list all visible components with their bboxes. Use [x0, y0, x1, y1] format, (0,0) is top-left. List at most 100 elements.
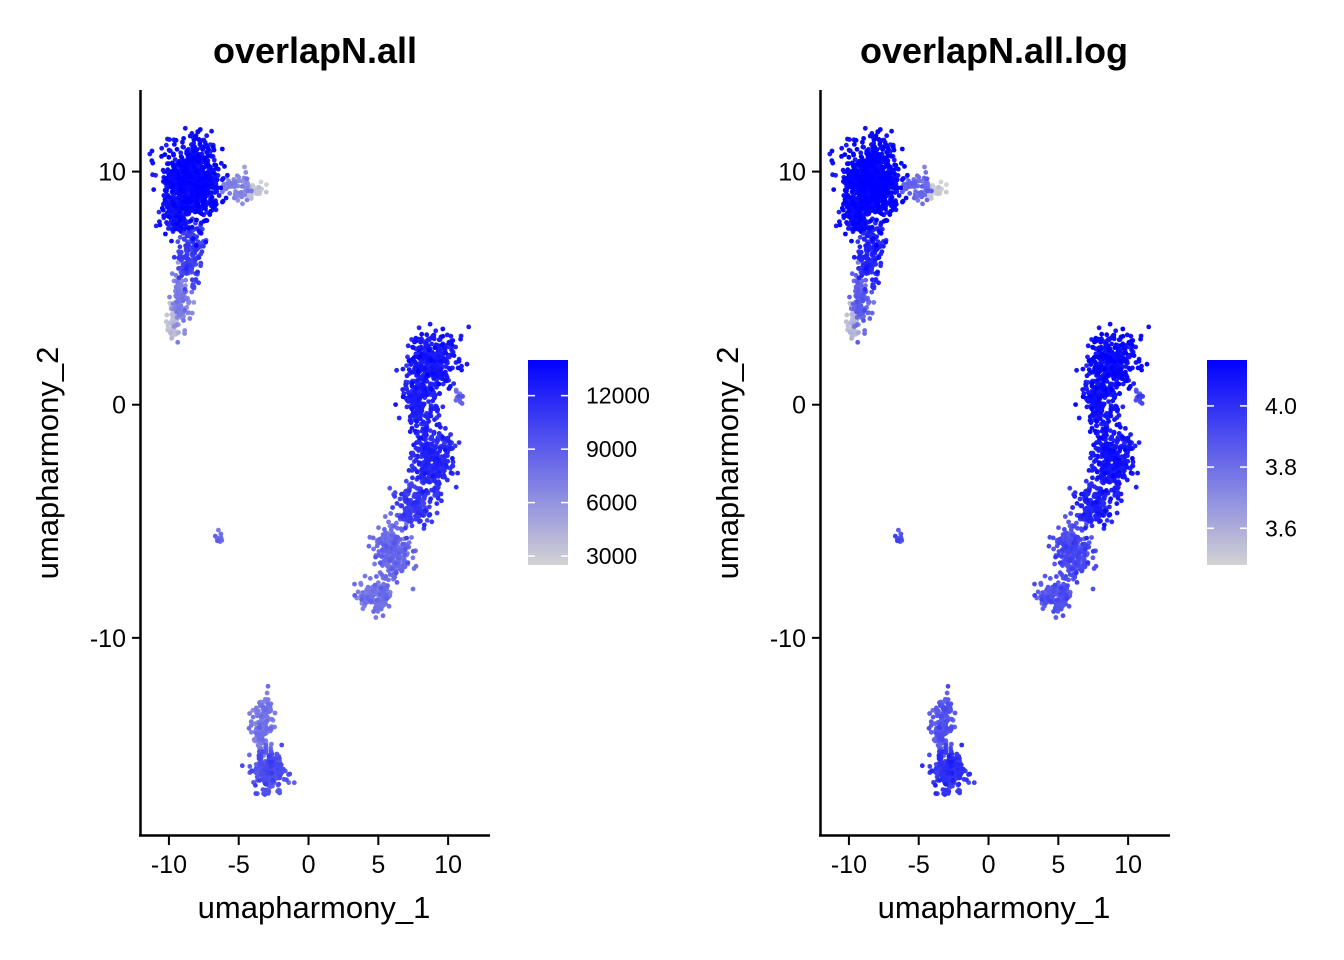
- data-point: [411, 442, 416, 448]
- data-point: [265, 777, 271, 782]
- data-point: [432, 478, 437, 483]
- data-point: [1042, 601, 1048, 606]
- data-point: [426, 347, 432, 353]
- data-point: [415, 369, 421, 374]
- data-point: [174, 146, 180, 152]
- data-point: [379, 572, 384, 577]
- data-point: [930, 714, 936, 720]
- data-point: [428, 406, 434, 412]
- data-point: [933, 791, 939, 796]
- data-point: [396, 415, 402, 421]
- data-point: [433, 328, 439, 334]
- data-point: [265, 701, 271, 707]
- data-point: [249, 188, 254, 194]
- data-point: [177, 174, 183, 180]
- data-point: [1032, 593, 1038, 598]
- data-point: [177, 244, 183, 250]
- data-point: [270, 777, 276, 783]
- data-point: [855, 339, 861, 345]
- data-point: [430, 398, 436, 404]
- data-point: [428, 386, 434, 392]
- data-point: [924, 197, 930, 203]
- data-point: [439, 498, 444, 504]
- data-point: [272, 710, 278, 716]
- data-point: [1053, 554, 1058, 560]
- data-point: [187, 133, 193, 139]
- data-point: [422, 446, 427, 451]
- data-point: [231, 195, 237, 201]
- data-point: [424, 518, 430, 523]
- data-point: [415, 453, 421, 459]
- data-point: [1065, 583, 1070, 589]
- data-point: [216, 527, 221, 533]
- data-point: [264, 690, 270, 696]
- data-point: [440, 381, 446, 387]
- data-point: [439, 461, 444, 466]
- data-point: [1107, 504, 1112, 510]
- data-point: [958, 772, 963, 777]
- data-point: [415, 475, 421, 480]
- data-point: [422, 508, 428, 514]
- data-point: [1082, 552, 1087, 557]
- data-point: [184, 233, 190, 239]
- data-point: [388, 511, 394, 516]
- panel-2-title: overlapN.all.log: [860, 30, 1128, 71]
- data-point: [251, 737, 257, 743]
- data-point: [859, 296, 865, 302]
- data-point: [436, 413, 442, 418]
- data-point: [453, 484, 459, 490]
- data-point: [396, 550, 402, 556]
- data-point: [873, 277, 879, 282]
- data-point: [177, 186, 183, 192]
- data-point: [878, 260, 884, 266]
- data-point: [429, 455, 435, 460]
- data-point: [1090, 475, 1095, 481]
- data-point: [1118, 491, 1124, 497]
- data-point: [220, 199, 225, 205]
- data-point: [1060, 547, 1065, 552]
- data-point: [375, 580, 381, 586]
- data-point: [446, 386, 452, 391]
- data-point: [247, 764, 253, 769]
- data-point: [929, 768, 935, 774]
- data-point: [919, 763, 925, 769]
- data-point: [1064, 596, 1070, 601]
- data-point: [372, 582, 378, 588]
- data-point: [359, 597, 364, 602]
- data-point: [952, 710, 958, 716]
- data-point: [855, 288, 861, 294]
- data-point: [207, 212, 213, 218]
- data-point: [254, 705, 259, 711]
- data-point: [164, 312, 170, 318]
- data-point: [405, 343, 411, 349]
- panel-overlapN-all-log: overlapN.all.log -10 -5 0 5 10 100-10 umapha…: [710, 30, 1297, 925]
- data-point: [243, 170, 249, 175]
- data-point: [436, 431, 442, 436]
- data-point: [203, 206, 208, 212]
- data-point: [291, 780, 297, 786]
- data-point: [414, 385, 419, 391]
- data-point: [940, 749, 945, 755]
- data-point: [162, 197, 168, 203]
- data-point: [440, 434, 445, 440]
- data-point: [176, 266, 181, 271]
- data-point: [459, 401, 465, 406]
- data-point: [364, 587, 370, 592]
- data-point: [400, 541, 405, 547]
- data-point: [418, 518, 423, 524]
- data-point: [193, 243, 199, 248]
- data-point: [856, 266, 861, 271]
- data-point: [263, 787, 269, 793]
- data-point: [431, 430, 437, 436]
- data-point: [1101, 501, 1107, 506]
- data-point: [164, 220, 169, 225]
- data-point: [157, 222, 163, 228]
- data-point: [219, 189, 225, 195]
- data-point: [167, 294, 172, 300]
- data-point: [944, 182, 949, 188]
- data-point: [179, 296, 185, 302]
- data-point: [258, 179, 264, 185]
- data-point: [946, 754, 952, 759]
- data-point: [843, 142, 849, 148]
- data-point: [927, 764, 933, 769]
